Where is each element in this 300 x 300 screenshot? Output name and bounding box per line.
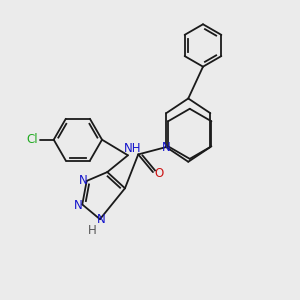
Text: N: N: [74, 199, 83, 212]
Text: H: H: [88, 224, 97, 237]
Text: N: N: [162, 141, 171, 154]
Text: O: O: [155, 167, 164, 180]
Text: N: N: [79, 174, 88, 187]
Text: N: N: [97, 213, 105, 226]
Text: NH: NH: [124, 142, 141, 155]
Text: Cl: Cl: [26, 133, 38, 146]
